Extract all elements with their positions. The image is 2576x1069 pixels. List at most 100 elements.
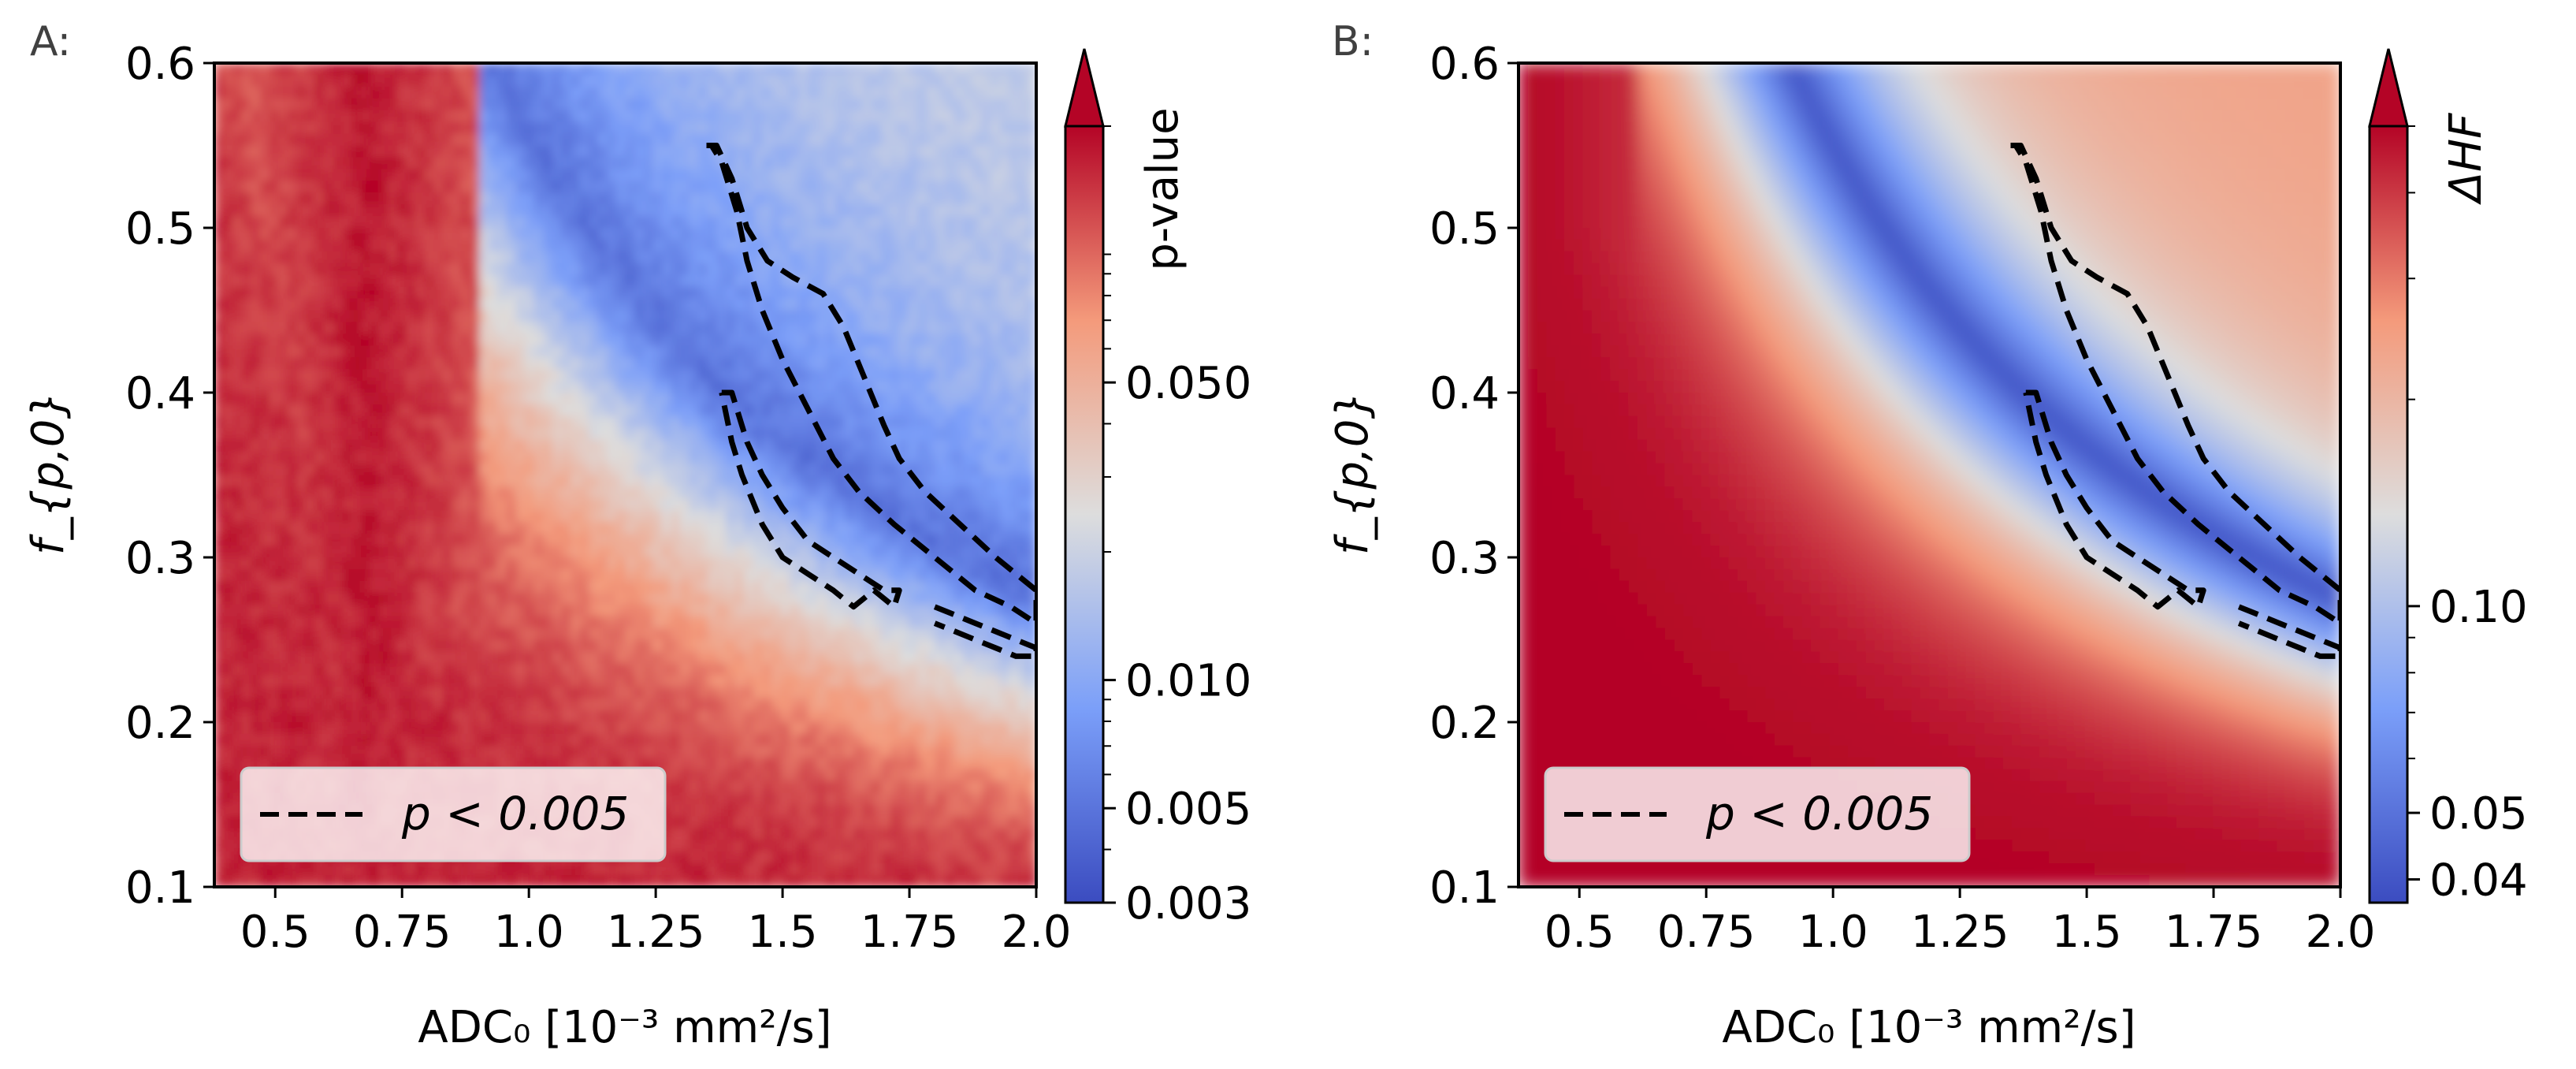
heatmap-cell	[241, 698, 252, 712]
heatmap-cell	[251, 86, 261, 99]
heatmap-cell	[625, 74, 636, 88]
heatmap-cell	[378, 498, 389, 512]
heatmap-cell	[862, 274, 873, 288]
heatmap-cell	[615, 580, 626, 594]
heatmap-cell	[716, 192, 727, 206]
heatmap-cell	[826, 568, 837, 582]
heatmap-cell	[251, 333, 261, 347]
heatmap-cell	[414, 557, 426, 570]
heatmap-cell	[396, 415, 407, 429]
heatmap-cell	[615, 74, 626, 88]
heatmap-cell	[406, 475, 416, 488]
heatmap-cell	[816, 745, 827, 758]
heatmap-cell	[816, 322, 827, 335]
heatmap-cell	[424, 369, 435, 382]
heatmap-cell	[351, 616, 362, 629]
heatmap-cell	[388, 663, 398, 676]
heatmap-cell	[378, 298, 389, 311]
heatmap-cell	[634, 204, 645, 218]
heatmap-cell	[314, 357, 325, 371]
heatmap-cell	[680, 745, 690, 758]
heatmap-cell	[424, 733, 435, 747]
heatmap-cell	[533, 333, 545, 347]
heatmap-cell	[579, 522, 590, 535]
heatmap-cell	[725, 639, 736, 653]
heatmap-cell	[424, 251, 435, 264]
heatmap-cell	[406, 298, 416, 311]
heatmap-cell	[652, 204, 663, 218]
heatmap-cell	[533, 228, 545, 240]
heatmap-cell	[506, 546, 517, 558]
heatmap-cell	[561, 121, 571, 135]
heatmap-cell	[826, 840, 837, 853]
heatmap-cell	[615, 322, 626, 335]
heatmap-cell	[497, 534, 507, 547]
heatmap-cell	[716, 121, 727, 135]
heatmap-cell	[232, 568, 243, 582]
heatmap-cell	[333, 451, 344, 464]
heatmap-cell	[607, 86, 617, 99]
heatmap-cell	[259, 86, 270, 99]
heatmap-cell	[808, 345, 818, 359]
heatmap-cell	[771, 687, 782, 700]
heatmap-cell	[671, 357, 682, 371]
heatmap-cell	[671, 86, 682, 99]
heatmap-cell	[753, 181, 764, 194]
heatmap-cell	[689, 780, 700, 794]
heatmap-cell	[552, 498, 563, 512]
heatmap-cell	[826, 333, 837, 347]
heatmap-cell	[634, 475, 645, 488]
heatmap-cell	[414, 133, 426, 147]
heatmap-cell	[597, 534, 608, 547]
heatmap-cell	[433, 745, 444, 758]
heatmap-cell	[643, 145, 654, 158]
heatmap-cell	[378, 204, 389, 218]
heatmap-cell	[579, 639, 590, 653]
heatmap-cell	[296, 192, 307, 206]
heatmap-cell	[533, 274, 545, 288]
heatmap-cell	[470, 310, 481, 323]
heatmap-cell	[707, 745, 718, 758]
heatmap-cell	[324, 475, 334, 488]
heatmap-cell	[552, 204, 563, 218]
heatmap-cell	[370, 157, 380, 170]
heatmap-cell	[305, 427, 316, 441]
heatmap-cell	[643, 733, 654, 747]
heatmap-cell	[744, 733, 754, 747]
heatmap-cell	[589, 286, 599, 300]
heatmap-cell	[725, 274, 736, 288]
heatmap-cell	[442, 322, 453, 335]
heatmap-cell	[826, 745, 837, 758]
heatmap-cell	[561, 216, 571, 229]
heatmap-cell	[543, 510, 553, 523]
heatmap-cell	[798, 745, 809, 758]
heatmap-cell	[780, 86, 791, 99]
heatmap-cell	[414, 546, 426, 558]
heatmap-cell	[251, 733, 261, 747]
heatmap-cell	[324, 568, 334, 582]
heatmap-cell	[424, 415, 435, 429]
heatmap-cell	[296, 875, 307, 887]
heatmap-cell	[396, 557, 407, 570]
heatmap-cell	[406, 733, 416, 747]
heatmap-cell	[269, 322, 280, 335]
heatmap-cell	[533, 568, 545, 582]
heatmap-cell	[442, 393, 453, 405]
heatmap-cell	[680, 604, 690, 617]
heatmap-cell	[680, 393, 690, 405]
heatmap-cell	[370, 298, 380, 311]
heatmap-cell	[506, 393, 517, 405]
heatmap-cell	[251, 345, 261, 359]
heatmap-cell	[506, 616, 517, 629]
heatmap-cell	[259, 333, 270, 347]
heatmap-cell	[223, 404, 234, 417]
heatmap-cell	[406, 133, 416, 147]
heatmap-cell	[680, 216, 690, 229]
heatmap-cell	[725, 475, 736, 488]
heatmap-cell	[460, 98, 471, 111]
heatmap-cell	[753, 192, 764, 206]
heatmap-cell	[771, 63, 782, 76]
heatmap-cell	[278, 675, 288, 688]
heatmap-cell	[744, 169, 754, 182]
heatmap-cell	[533, 322, 545, 335]
